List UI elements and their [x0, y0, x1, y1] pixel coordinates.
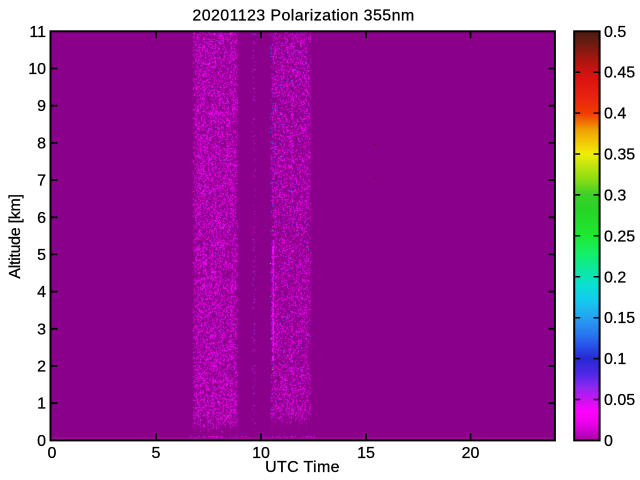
svg-text:7: 7 — [37, 173, 46, 190]
svg-text:10: 10 — [28, 61, 46, 78]
svg-text:20: 20 — [462, 445, 480, 462]
svg-text:0.05: 0.05 — [604, 392, 635, 409]
svg-text:UTC Time: UTC Time — [265, 459, 340, 476]
svg-text:0.4: 0.4 — [604, 106, 626, 123]
svg-text:0.5: 0.5 — [604, 24, 626, 41]
svg-text:11: 11 — [29, 24, 46, 41]
svg-text:0.1: 0.1 — [604, 351, 626, 368]
svg-text:5: 5 — [152, 445, 161, 462]
svg-text:5: 5 — [37, 247, 46, 264]
svg-text:0.45: 0.45 — [604, 65, 635, 82]
svg-text:0.35: 0.35 — [604, 147, 635, 164]
svg-text:6: 6 — [37, 210, 46, 227]
svg-text:3: 3 — [37, 321, 46, 338]
svg-text:20201123 Polarization 355nm: 20201123 Polarization 355nm — [192, 8, 414, 25]
svg-text:0: 0 — [48, 445, 57, 462]
svg-text:4: 4 — [37, 284, 46, 301]
svg-text:1: 1 — [37, 396, 46, 413]
svg-text:9: 9 — [37, 98, 46, 115]
svg-text:0: 0 — [604, 433, 613, 450]
svg-text:10: 10 — [252, 445, 270, 462]
svg-text:0.2: 0.2 — [604, 269, 626, 286]
svg-text:15: 15 — [357, 445, 375, 462]
svg-text:0.3: 0.3 — [604, 187, 626, 204]
svg-text:2: 2 — [37, 359, 46, 376]
svg-text:Altitude [km]: Altitude [km] — [7, 194, 24, 278]
svg-text:0: 0 — [37, 433, 46, 450]
svg-text:0.15: 0.15 — [604, 310, 635, 327]
svg-text:8: 8 — [37, 135, 46, 152]
svg-text:0.25: 0.25 — [604, 228, 635, 245]
